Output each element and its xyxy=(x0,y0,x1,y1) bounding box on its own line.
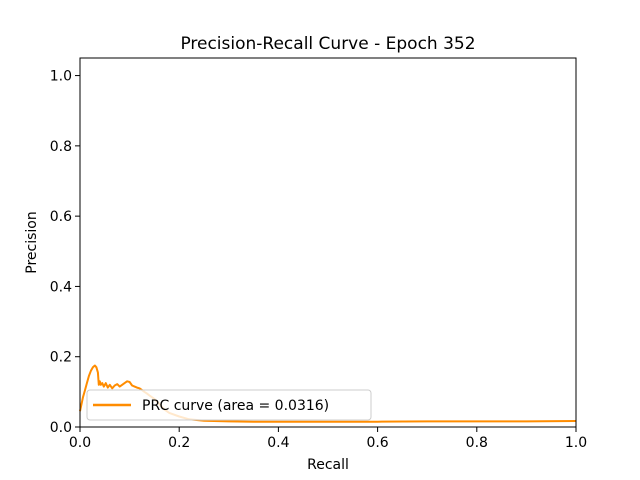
series-line xyxy=(79,364,577,423)
y-tick-label: 0.0 xyxy=(50,420,72,436)
y-tick-label: 0.4 xyxy=(50,279,72,295)
plot-frame xyxy=(79,57,577,428)
y-tick-label: 0.8 xyxy=(50,139,72,155)
x-tick-label: 0.6 xyxy=(366,435,388,451)
x-tick-label: 0.4 xyxy=(267,435,289,451)
y-axis-label: Precision xyxy=(24,211,40,273)
y-tick-label: 0.2 xyxy=(50,350,72,366)
legend-entry-label: PRC curve (area = 0.0316) xyxy=(142,398,329,414)
legend-box xyxy=(86,389,372,421)
x-tick-label: 1.0 xyxy=(565,435,587,451)
y-tick-label: 1.0 xyxy=(50,69,72,85)
x-tick-label: 0.8 xyxy=(466,435,488,451)
x-tick-label: 0.2 xyxy=(168,435,190,451)
x-axis-ticks: 0.0 0.2 0.4 0.6 0.8 1.0 xyxy=(69,427,587,451)
x-tick-label: 0.0 xyxy=(69,435,91,451)
x-axis-label: Recall xyxy=(307,457,349,473)
series-layer xyxy=(79,364,577,423)
y-axis-ticks: 0.0 0.2 0.4 0.6 0.8 1.0 xyxy=(50,69,80,436)
legend: PRC curve (area = 0.0316) xyxy=(86,389,372,421)
plot-area xyxy=(80,58,576,427)
chart-title: Precision-Recall Curve - Epoch 352 xyxy=(180,34,475,54)
y-tick-label: 0.6 xyxy=(50,209,72,225)
